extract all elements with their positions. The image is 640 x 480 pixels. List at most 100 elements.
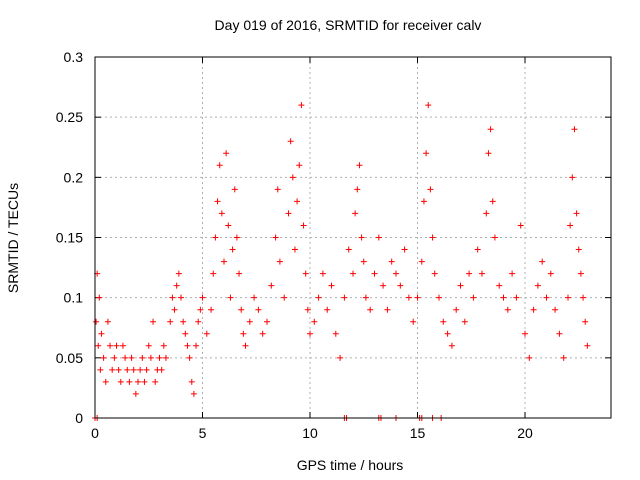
data-point <box>212 234 219 241</box>
data-point <box>429 234 436 241</box>
x-tick-label: 15 <box>410 425 426 441</box>
data-point <box>296 162 303 169</box>
x-tick-label: 5 <box>199 425 207 441</box>
data-point <box>539 258 546 265</box>
data-point <box>197 306 204 313</box>
y-tick-label: 0.15 <box>56 230 83 246</box>
data-point <box>319 270 326 277</box>
data-point <box>489 198 496 205</box>
data-point <box>509 270 516 277</box>
data-point <box>388 258 395 265</box>
data-point <box>115 366 122 373</box>
data-point <box>259 330 266 337</box>
data-point <box>461 318 468 325</box>
data-point <box>255 306 262 313</box>
data-point <box>128 354 135 361</box>
data-point <box>143 366 150 373</box>
data-point <box>300 222 307 229</box>
data-point <box>453 306 460 313</box>
data-point <box>203 330 210 337</box>
data-point <box>483 210 490 217</box>
data-point <box>358 234 365 241</box>
data-point <box>414 294 421 301</box>
data-point <box>95 342 102 349</box>
y-tick-label: 0.1 <box>64 290 84 306</box>
data-point <box>122 354 129 361</box>
data-point <box>302 270 309 277</box>
chart-title: Day 019 of 2016, SRMTID for receiver cal… <box>215 17 482 33</box>
data-point <box>565 294 571 301</box>
data-point <box>474 246 481 253</box>
y-tick-label: 0.2 <box>64 169 84 185</box>
data-point <box>242 342 249 349</box>
data-point <box>584 342 591 349</box>
data-point <box>233 234 240 241</box>
data-point <box>113 342 120 349</box>
data-point <box>534 282 541 289</box>
data-point <box>130 366 137 373</box>
data-point <box>190 390 197 397</box>
y-axis-label: SRMTID / TECUs <box>5 183 21 293</box>
data-point <box>158 366 165 373</box>
data-point <box>180 318 187 325</box>
data-point <box>517 222 524 229</box>
data-point <box>210 270 217 277</box>
data-point <box>571 126 578 133</box>
data-point <box>367 306 374 313</box>
data-point <box>315 294 322 301</box>
data-point <box>556 330 563 337</box>
data-point <box>276 258 283 265</box>
data-point <box>418 258 425 265</box>
data-point <box>289 174 296 181</box>
data-point <box>268 282 275 289</box>
data-point <box>401 246 408 253</box>
data-point <box>423 150 430 157</box>
data-point <box>350 270 356 277</box>
data-point <box>384 306 391 313</box>
data-point <box>560 354 567 361</box>
data-point <box>97 366 104 373</box>
data-point <box>405 294 412 301</box>
x-tick-label: 0 <box>91 425 99 441</box>
data-point <box>397 282 404 289</box>
data-point <box>272 234 279 241</box>
data-point <box>569 174 576 181</box>
data-point <box>251 294 258 301</box>
data-point <box>156 354 163 361</box>
data-point <box>356 162 363 169</box>
data-point <box>104 318 111 325</box>
data-point <box>169 294 176 301</box>
data-point <box>287 138 294 145</box>
data-point <box>107 342 114 349</box>
data-point <box>354 186 361 193</box>
data-point <box>380 282 387 289</box>
data-point <box>193 342 200 349</box>
data-point <box>139 354 146 361</box>
data-point <box>160 342 167 349</box>
x-tick-label: 10 <box>302 425 318 441</box>
data-point <box>109 366 116 373</box>
data-point <box>100 354 107 361</box>
data-point <box>582 318 589 325</box>
data-point <box>145 342 152 349</box>
data-point <box>102 378 109 385</box>
data-point <box>543 294 550 301</box>
data-point <box>238 306 245 313</box>
data-point <box>186 354 193 361</box>
data-point <box>410 318 417 325</box>
data-point <box>431 270 438 277</box>
data-point <box>298 102 305 109</box>
data-point <box>135 378 141 385</box>
data-point <box>328 282 335 289</box>
data-point <box>580 294 587 301</box>
data-point <box>444 330 451 337</box>
data-point <box>324 306 331 313</box>
data-point <box>500 294 507 301</box>
data-point <box>178 294 184 301</box>
data-point <box>352 210 359 217</box>
data-point <box>436 294 442 301</box>
data-point <box>337 354 344 361</box>
data-point <box>513 294 520 301</box>
data-point <box>294 198 301 205</box>
data-point <box>162 354 169 361</box>
